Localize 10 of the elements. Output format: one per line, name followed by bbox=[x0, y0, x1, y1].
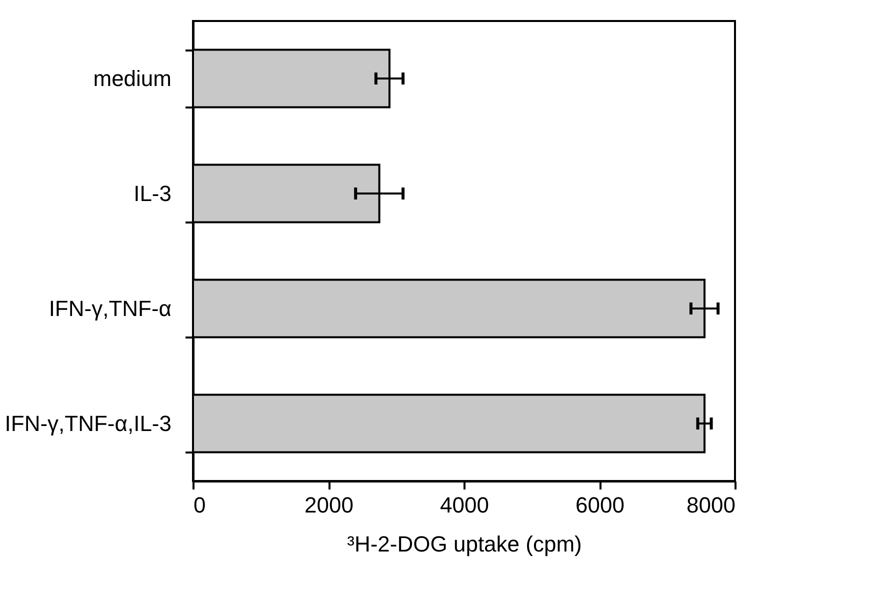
x-tick-label: 8000 bbox=[686, 492, 736, 518]
x-tick-label: 6000 bbox=[576, 492, 624, 518]
x-tick-label: 4000 bbox=[440, 492, 489, 518]
y-tick-label: medium bbox=[93, 66, 172, 91]
x-tick-label: 0 bbox=[194, 492, 206, 518]
y-tick-label: IFN-γ,TNF-α,IL-3 bbox=[4, 411, 172, 436]
y-tick-label: IFN-γ,TNF-α bbox=[48, 296, 172, 321]
y-tick-label: IL-3 bbox=[134, 181, 172, 206]
x-tick-label: 2000 bbox=[304, 492, 354, 518]
x-axis-title: ³H-2-DOG uptake (cpm) bbox=[347, 532, 582, 556]
